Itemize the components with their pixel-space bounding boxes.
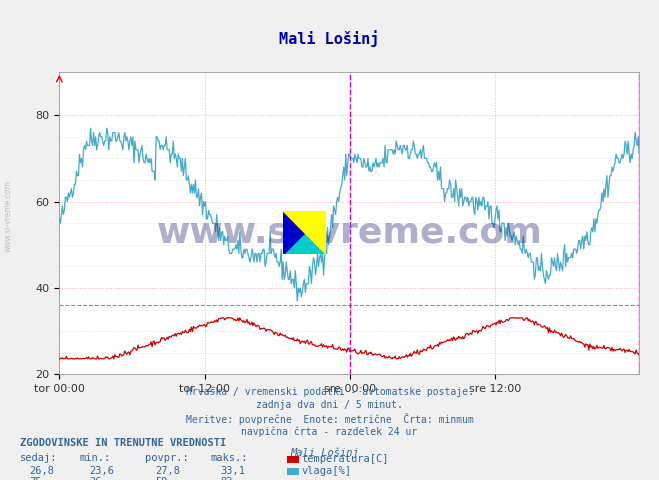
Text: vlaga[%]: vlaga[%] bbox=[301, 467, 351, 476]
Text: zadnja dva dni / 5 minut.: zadnja dva dni / 5 minut. bbox=[256, 400, 403, 410]
Text: min.:: min.: bbox=[79, 453, 110, 463]
Text: 27,8: 27,8 bbox=[155, 466, 180, 476]
Text: www.si-vreme.com: www.si-vreme.com bbox=[3, 180, 13, 252]
Text: Mali Lošinj: Mali Lošinj bbox=[279, 30, 380, 47]
Text: Mali Lošinj: Mali Lošinj bbox=[290, 447, 358, 458]
Text: navpična črta - razdelek 24 ur: navpična črta - razdelek 24 ur bbox=[241, 427, 418, 437]
Text: 59: 59 bbox=[155, 477, 167, 480]
Text: 75: 75 bbox=[30, 477, 42, 480]
Text: 82: 82 bbox=[221, 477, 233, 480]
Text: povpr.:: povpr.: bbox=[145, 453, 188, 463]
Text: 26,8: 26,8 bbox=[30, 466, 55, 476]
Polygon shape bbox=[283, 211, 326, 254]
Text: 33,1: 33,1 bbox=[221, 466, 246, 476]
Text: www.si-vreme.com: www.si-vreme.com bbox=[156, 215, 542, 249]
Polygon shape bbox=[283, 211, 326, 254]
Text: 23,6: 23,6 bbox=[89, 466, 114, 476]
Polygon shape bbox=[283, 211, 326, 254]
Text: temperatura[C]: temperatura[C] bbox=[301, 454, 389, 464]
Text: ZGODOVINSKE IN TRENUTNE VREDNOSTI: ZGODOVINSKE IN TRENUTNE VREDNOSTI bbox=[20, 438, 226, 448]
Text: Hrvaška / vremenski podatki - avtomatske postaje.: Hrvaška / vremenski podatki - avtomatske… bbox=[186, 386, 473, 397]
Text: Meritve: povprečne  Enote: metrične  Črta: minmum: Meritve: povprečne Enote: metrične Črta:… bbox=[186, 413, 473, 425]
Text: 36: 36 bbox=[89, 477, 101, 480]
Text: maks.:: maks.: bbox=[211, 453, 248, 463]
Text: sedaj:: sedaj: bbox=[20, 453, 57, 463]
